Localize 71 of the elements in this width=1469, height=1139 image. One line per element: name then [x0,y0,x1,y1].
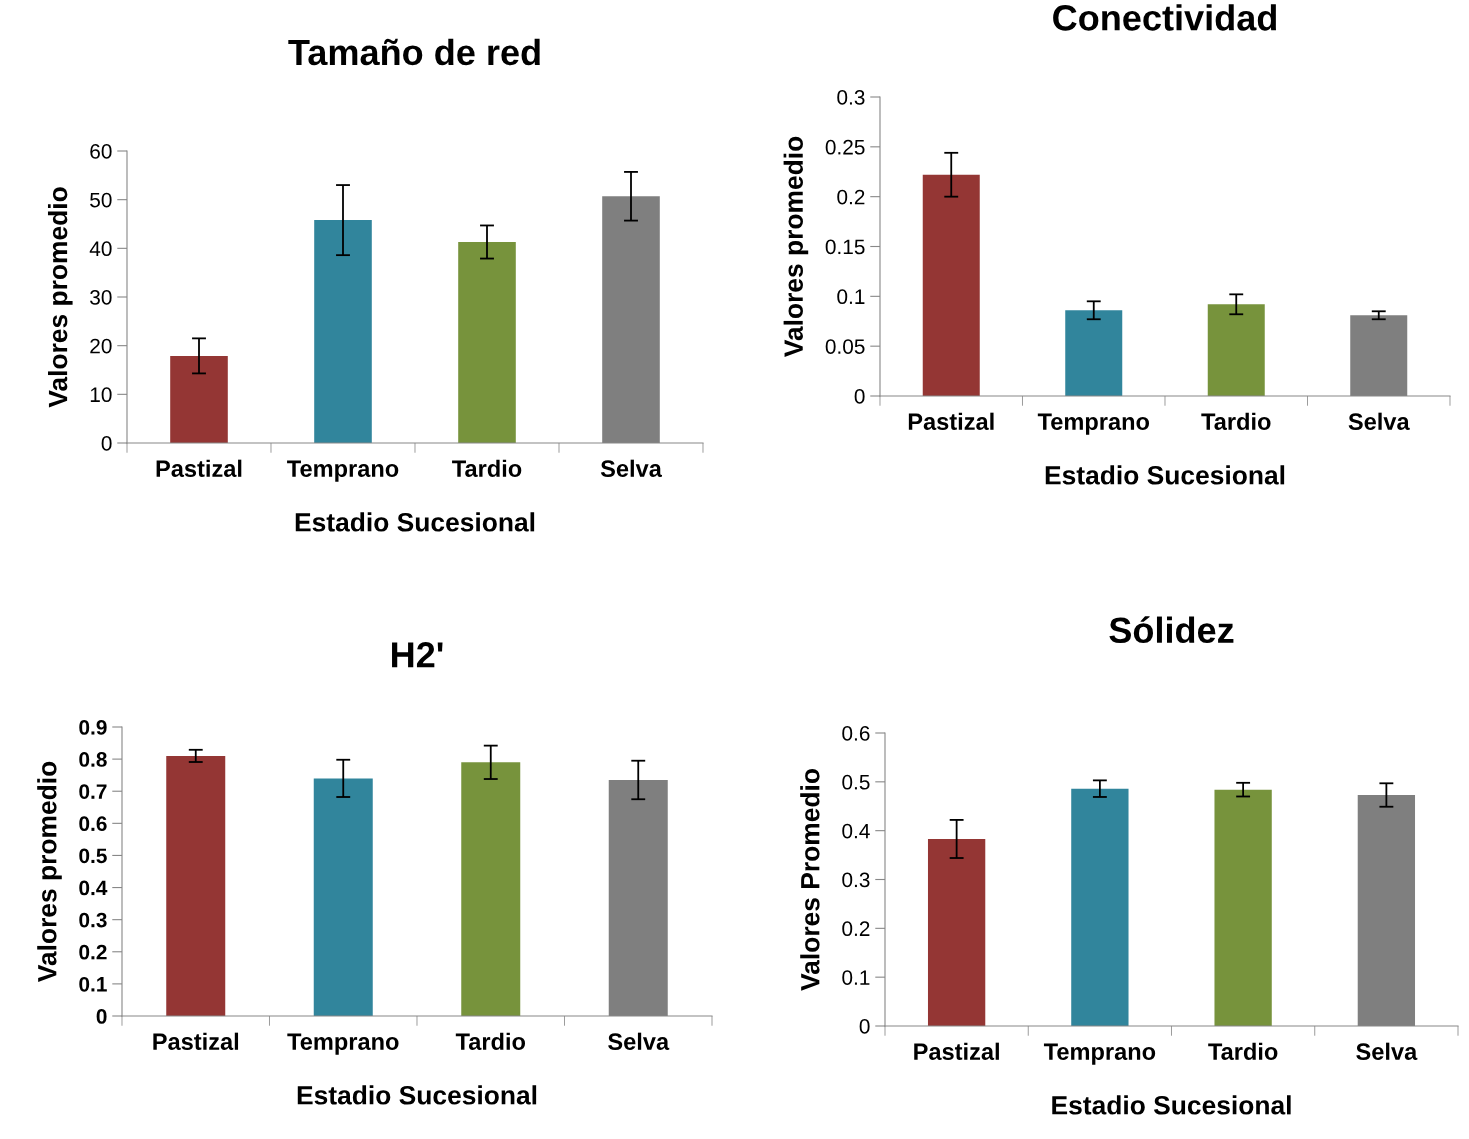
y-tick-label: 0.3 [837,90,865,105]
x-tick-label: Selva [1356,1042,1418,1061]
y-tick-label: 0.2 [79,944,107,960]
y-tick-label: 50 [90,192,112,208]
bar [170,355,228,443]
chart-title: Sólidez [1109,616,1234,644]
bar [922,174,980,396]
y-tick-label: 0.8 [79,752,107,767]
bar [927,838,986,1026]
bar [313,778,373,1016]
x-tick-label: Tardio [452,459,522,478]
bar [166,755,226,1016]
y-axis-title: Valores promedio [37,761,62,983]
y-tick-label: 0.15 [825,239,865,255]
y-tick-label: 0.5 [79,848,107,864]
y-tick-label: 0.1 [79,976,107,992]
y-tick-label: 0.2 [837,189,865,205]
y-axis-title: Valores Promedio [800,769,820,991]
y-tick-label: 0.25 [825,139,865,155]
x-tick-label: Selva [608,1032,670,1051]
x-tick-label: Tardio [1208,1042,1278,1061]
y-tick-label: 0.2 [842,921,870,937]
x-tick-label: Temprano [1043,1043,1156,1065]
bar [314,220,372,443]
y-tick-label: 60 [90,144,112,159]
x-axis-title: Estadio Sucesional [1052,1095,1291,1115]
y-tick-label: 0.9 [79,720,107,735]
x-axis-title: Estadio Sucesional [297,1085,537,1105]
x-tick-label: Tardio [455,1032,526,1051]
x-tick-label: Selva [600,459,662,478]
y-tick-label: 0.1 [842,970,870,985]
y-tick-label: 0.05 [825,339,865,354]
y-tick-label: 0.1 [837,289,865,305]
x-tick-label: Temprano [287,1033,399,1055]
x-tick-label: Temprano [287,460,399,482]
x-tick-label: Pastizal [914,1042,999,1061]
x-axis-title: Estadio Sucesional [295,512,535,532]
y-tick-label: 20 [90,338,112,354]
bar [461,762,521,1016]
y-tick-label: 0 [101,436,112,451]
x-tick-label: Selva [1348,412,1410,431]
y-axis-title: Valores promedio [783,136,809,358]
y-tick-label: 0.7 [79,784,107,799]
y-tick-label: 0.5 [842,774,870,790]
y-tick-label: 0.3 [79,912,107,928]
x-tick-label: Pastizal [153,1032,239,1051]
x-tick-label: Tardio [1201,412,1271,431]
chart-title: H2' [392,642,443,668]
y-tick-label: 0.4 [842,823,870,839]
y-axis-title: Valores promedio [47,187,73,408]
y-tick-label: 0.6 [842,726,870,741]
y-tick-label: 0 [96,1009,107,1024]
x-tick-label: Pastizal [156,459,242,478]
y-tick-label: 0 [854,389,865,404]
y-tick-label: 0.3 [842,872,870,888]
x-tick-label: Pastizal [908,412,994,431]
y-tick-label: 0.6 [79,816,107,832]
y-tick-label: 0.4 [79,880,108,896]
bar [1207,304,1265,396]
bar [1214,789,1272,1026]
bar [458,242,516,443]
chart-title: Conectividad [1053,4,1276,31]
bar [1065,310,1123,396]
bar [1071,788,1129,1026]
y-tick-label: 30 [90,290,112,305]
y-tick-label: 10 [90,387,112,403]
chart-title: Tamaño de red [288,38,540,66]
y-tick-label: 0 [859,1019,870,1034]
y-tick-label: 40 [89,241,112,257]
x-tick-label: Temprano [1037,413,1150,435]
x-axis-title: Estadio Sucesional [1045,465,1285,485]
